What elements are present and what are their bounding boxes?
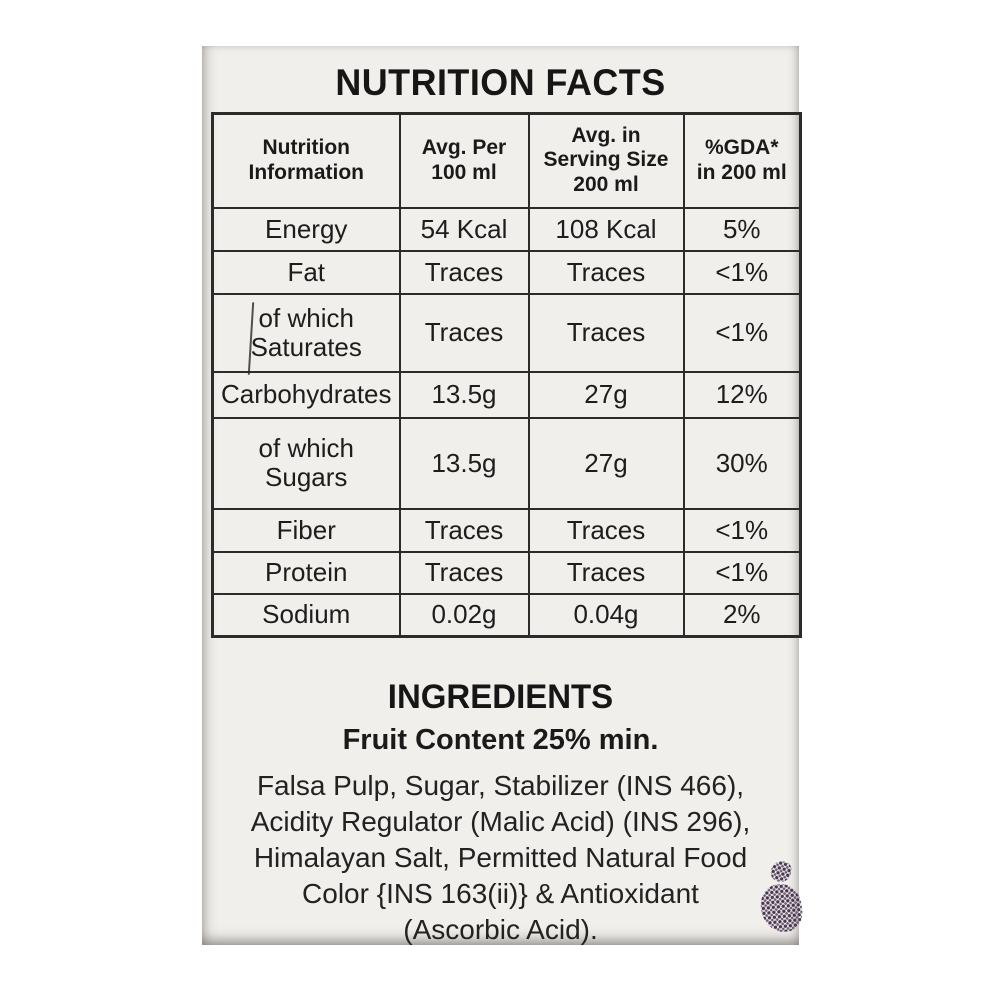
gda-cell: 30% <box>682 416 802 510</box>
col-header-serving-size: Avg. in Serving Size 200 ml <box>527 112 685 209</box>
serving-cell: 27g <box>527 370 685 419</box>
gda-cell: <1% <box>682 292 802 373</box>
nutrient-name-cell: Protein <box>211 550 401 595</box>
gda-cell: 12% <box>682 370 802 419</box>
serving-cell: Traces <box>527 249 685 295</box>
table-row: Sodium 0.02g 0.04g 2% <box>211 592 802 638</box>
per-100ml-cell: 0.02g <box>398 592 530 638</box>
col-header-avg-per-100ml: Avg. Per 100 ml <box>398 112 530 209</box>
nutrition-table: Nutrition Information Avg. Per 100 ml Av… <box>211 112 802 638</box>
table-row: Fiber Traces Traces <1% <box>211 507 802 553</box>
table-header-row: Nutrition Information Avg. Per 100 ml Av… <box>211 112 802 209</box>
gda-cell: 5% <box>682 206 802 252</box>
table-row: of which Saturates Traces Traces <1% <box>211 292 802 373</box>
serving-cell: Traces <box>527 292 685 373</box>
nutrient-name-cell: Sodium <box>211 592 401 638</box>
nutrient-name-cell: Fiber <box>211 507 401 553</box>
col-header-nutrition-information: Nutrition Information <box>211 112 401 209</box>
col-header-gda: %GDA* in 200 ml <box>682 112 802 209</box>
gda-cell: 2% <box>682 592 802 638</box>
nutrient-name-cell: Energy <box>211 206 401 252</box>
nutrient-name-cell: of which Saturates <box>211 292 401 373</box>
serving-cell: Traces <box>527 507 685 553</box>
ingredients-text: Falsa Pulp, Sugar, Stabilizer (INS 466),… <box>250 770 751 945</box>
gda-cell: <1% <box>682 507 802 553</box>
serving-cell: 108 Kcal <box>527 206 685 252</box>
per-100ml-cell: Traces <box>398 507 530 553</box>
table-row: Energy 54 Kcal 108 Kcal 5% <box>211 206 802 252</box>
fruit-content-line: Fruit Content 25% min. <box>342 724 659 756</box>
product-label: NUTRITION FACTS Nutrition Information Av… <box>202 46 805 945</box>
per-100ml-cell: Traces <box>398 550 530 595</box>
table-row: Protein Traces Traces <1% <box>211 550 802 595</box>
ingredients-heading: INGREDIENTS <box>387 678 614 716</box>
nutrient-name-cell: Fat <box>211 249 401 295</box>
nutrient-name-cell: of which Sugars <box>211 416 401 510</box>
nutrient-name-cell: Carbohydrates <box>211 370 401 419</box>
table-row: Fat Traces Traces <1% <box>211 249 802 295</box>
per-100ml-cell: 13.5g <box>398 416 530 510</box>
nutrition-facts-title: NUTRITION FACTS <box>335 62 666 103</box>
gda-cell: <1% <box>682 249 802 295</box>
serving-cell: 0.04g <box>527 592 685 638</box>
serving-cell: 27g <box>527 416 685 510</box>
serving-cell: Traces <box>527 550 685 595</box>
table-row: of which Sugars 13.5g 27g 30% <box>211 416 802 510</box>
per-100ml-cell: Traces <box>398 249 530 295</box>
gda-cell: <1% <box>682 550 802 595</box>
per-100ml-cell: 54 Kcal <box>398 206 530 252</box>
per-100ml-cell: Traces <box>398 292 530 373</box>
table-row: Carbohydrates 13.5g 27g 12% <box>211 370 802 419</box>
per-100ml-cell: 13.5g <box>398 370 530 419</box>
